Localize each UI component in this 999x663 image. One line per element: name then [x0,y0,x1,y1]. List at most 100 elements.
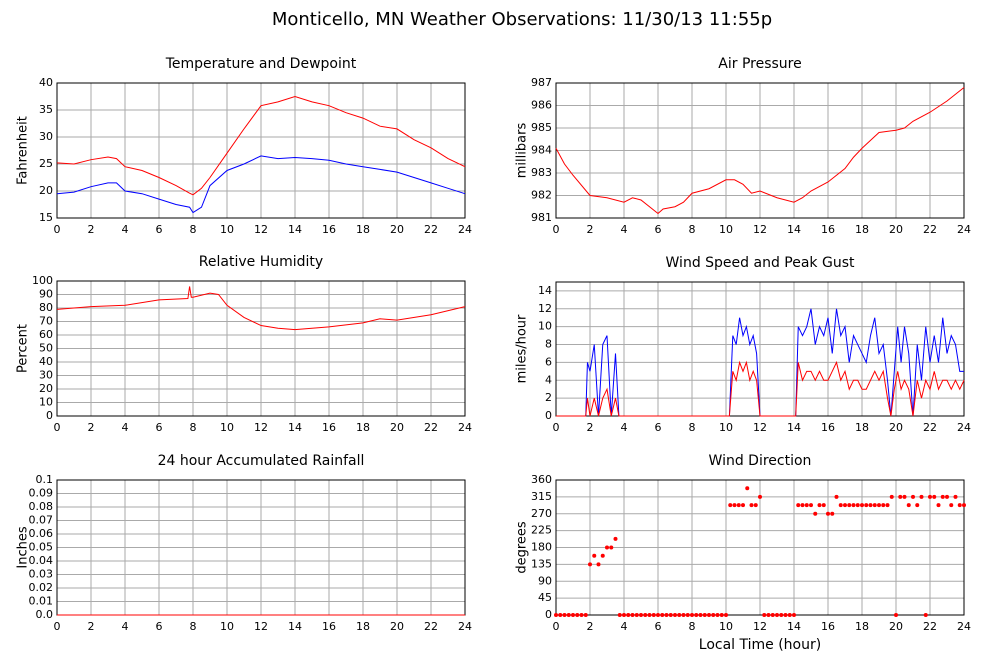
y-tick-label: 15 [39,211,53,224]
y-tick-label: 984 [531,144,552,157]
data-point [707,613,711,617]
x-tick-label: 24 [957,421,971,434]
y-tick-label: 270 [531,507,552,520]
x-tick-label: 6 [156,223,163,236]
data-point [877,503,881,508]
x-tick-label: 22 [424,223,438,236]
data-line [56,286,466,331]
x-tick-label: 14 [787,620,801,633]
y-tick-label: 0 [545,608,552,621]
data-point [643,613,648,617]
data-point [851,503,856,508]
data-point [945,494,949,499]
x-tick-label: 18 [855,620,869,633]
x-tick-label: 14 [787,223,801,236]
y-tick-label: 0.07 [29,514,54,527]
data-point [673,613,677,617]
y-tick-label: 60 [39,328,53,341]
data-point [902,494,907,499]
y-tick-label: 4 [545,373,552,386]
x-tick-label: 8 [689,223,696,236]
y-tick-label: 0.02 [29,581,54,594]
y-tick-label: 0.09 [29,487,54,500]
x-tick-label: 6 [655,620,662,633]
x-tick-label: 10 [220,223,234,236]
data-point [651,613,656,617]
data-point [634,613,639,617]
y-axis-label: Fahrenheit [16,116,31,185]
x-tick-label: 12 [753,421,767,434]
data-point [894,613,898,617]
x-tick-label: 22 [923,223,937,236]
x-tick-label: 20 [889,223,903,236]
x-tick-label: 4 [122,223,129,236]
y-tick-label: 0.0 [36,608,54,621]
data-point [575,613,580,617]
data-point [562,613,567,617]
y-axis-label: Percent [16,324,31,373]
x-tick-label: 24 [957,620,971,633]
y-tick-label: 90 [538,574,552,587]
data-point [809,503,813,508]
data-point [962,503,966,508]
x-tick-label: 10 [220,421,234,434]
x-tick-label: 6 [655,421,662,434]
y-tick-label: 0 [545,409,552,422]
x-tick-label: 24 [458,421,472,434]
x-tick-label: 20 [390,620,404,633]
x-tick-label: 22 [923,620,937,633]
y-tick-label: 50 [39,342,53,355]
y-tick-label: 0.06 [29,527,54,540]
page-title: Monticello, MN Weather Observations: 11/… [272,9,772,30]
data-point [668,613,673,617]
data-point [656,613,660,617]
data-point [664,613,669,617]
data-point [821,503,826,508]
data-point [855,503,860,508]
x-tick-label: 2 [88,620,95,633]
data-point [600,553,605,558]
y-tick-label: 100 [32,274,53,287]
x-tick-label: 14 [288,223,302,236]
data-point [949,503,954,508]
x-tick-label: 18 [356,223,370,236]
data-point [647,613,652,617]
x-tick-label: 10 [719,620,733,633]
data-point [796,503,801,508]
x-tick-label: 20 [390,223,404,236]
y-tick-label: 14 [538,284,552,297]
data-point [898,494,903,499]
y-tick-label: 45 [538,591,552,604]
y-tick-label: 0.1 [36,473,54,486]
y-tick-label: 0.04 [29,554,54,567]
x-tick-label: 0 [54,223,61,236]
x-tick-label: 8 [190,620,197,633]
y-axis-label: degrees [515,521,530,574]
y-tick-label: 360 [531,473,552,486]
x-tick-label: 4 [621,223,628,236]
data-point [919,494,924,499]
data-point [681,613,686,617]
data-point [766,613,771,617]
y-tick-label: 987 [531,76,552,89]
x-tick-label: 4 [621,620,628,633]
data-point [932,494,937,499]
data-point [762,613,767,617]
data-point [715,613,720,617]
y-tick-label: 10 [538,320,552,333]
data-point [588,562,592,567]
y-tick-label: 2 [545,391,552,404]
y-tick-label: 982 [531,189,552,202]
x-tick-label: 22 [424,620,438,633]
x-tick-label: 0 [54,421,61,434]
x-tick-label: 0 [553,223,560,236]
y-tick-label: 0.01 [29,595,54,608]
y-tick-label: 40 [39,76,53,89]
x-tick-label: 12 [753,223,767,236]
data-point [745,486,750,491]
data-point [558,613,563,617]
y-tick-label: 0.03 [29,568,54,581]
data-point [804,503,809,508]
data-point [813,511,818,516]
